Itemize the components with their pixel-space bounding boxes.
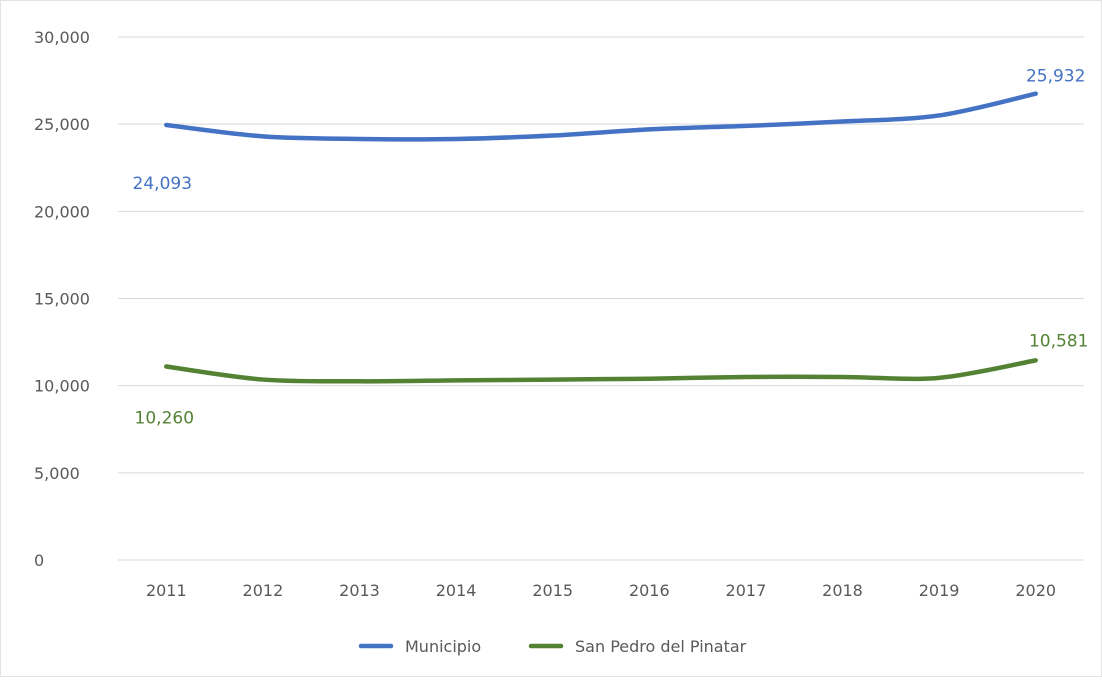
data-label: 25,932 [1026,67,1085,87]
y-tick-label: 0 [34,551,44,570]
x-tick-label: 2019 [919,581,960,600]
x-tick-label: 2017 [726,581,767,600]
data-label: 10,581 [1029,331,1088,351]
y-tick-label: 15,000 [34,290,90,309]
y-tick-label: 20,000 [34,202,90,221]
x-tick-label: 2014 [436,581,477,600]
legend: Municipio San Pedro del Pinatar [358,637,747,656]
data-labels: 24,093 25,932 10,260 10,581 [133,67,1089,429]
series-line-1 [164,91,1038,142]
x-tick-label: 2016 [629,581,670,600]
series-lines [164,91,1038,384]
y-axis-ticks: 0 5,000 10,000 15,000 20,000 25,000 30,000 [34,28,90,570]
y-tick-label: 30,000 [34,28,90,47]
data-label: 24,093 [133,174,192,194]
y-tick-label: 5,000 [34,464,80,483]
y-tick-label: 25,000 [34,115,90,134]
legend-label: Municipio [405,637,481,656]
series-line-2 [164,358,1038,384]
x-tick-label: 2012 [243,581,284,600]
x-axis-ticks: 2011 2012 2013 2014 2015 2016 2017 2018 2019 2020 [146,581,1056,600]
x-tick-label: 2013 [339,581,380,600]
legend-label: San Pedro del Pinatar [575,637,747,656]
x-tick-label: 2015 [532,581,573,600]
x-tick-label: 2020 [1015,581,1056,600]
x-tick-label: 2018 [822,581,863,600]
y-tick-label: 10,000 [34,377,90,396]
gridlines [118,36,1084,561]
x-tick-label: 2011 [146,581,187,600]
data-label: 10,260 [135,408,194,428]
